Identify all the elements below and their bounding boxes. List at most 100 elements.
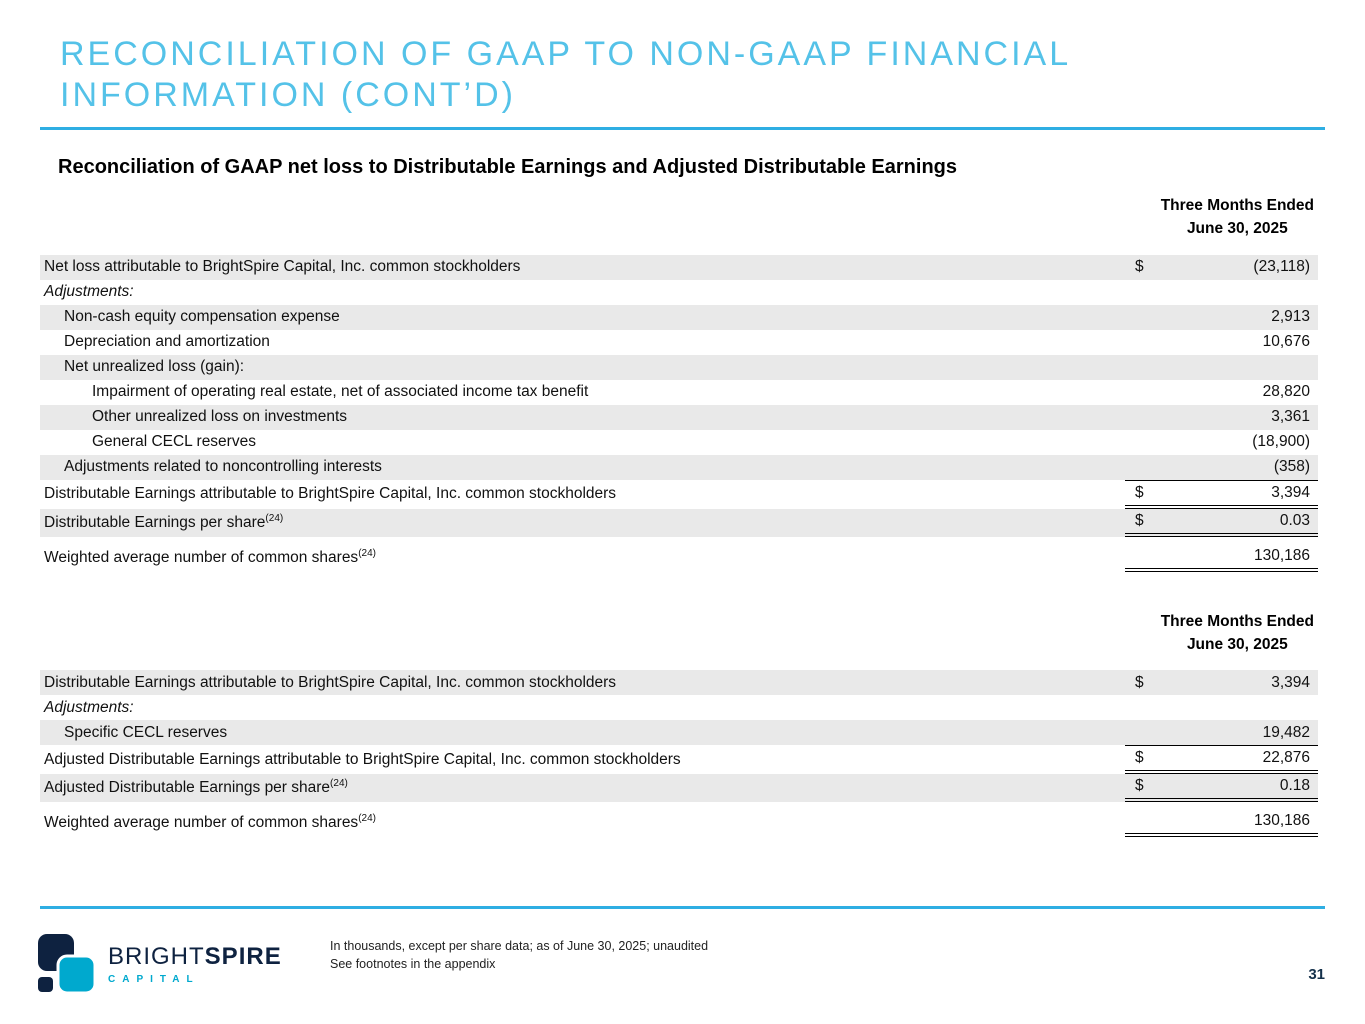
table-1-header: Three Months Ended June 30, 2025 (40, 194, 1318, 241)
row-value: 0.18 (1279, 777, 1310, 794)
row-label: Distributable Earnings per share(24) (44, 512, 284, 532)
row-value: 130,186 (1253, 812, 1310, 829)
slide-title: RECONCILIATION OF GAAP TO NON-GAAP FINAN… (60, 34, 1071, 117)
table-row: General CECL reserves (18,900) (40, 430, 1318, 455)
brightspire-logo-text: BRIGHTSPIRE CAPITAL (108, 945, 282, 986)
dollar-sign: $ (1135, 777, 1144, 794)
dollar-sign: $ (1135, 258, 1144, 275)
footnote-reference: (24) (358, 547, 376, 559)
row-label: Impairment of operating real estate, net… (92, 383, 589, 400)
row-amount: $3,394 (1125, 670, 1318, 695)
row-value: 3,394 (1271, 483, 1310, 501)
dollar-sign: $ (1135, 749, 1144, 766)
row-amount: $ (23,118) (1125, 255, 1318, 280)
table-row: Adjusted Distributable Earnings per shar… (40, 774, 1318, 802)
table-2-header: Three Months Ended June 30, 2025 (40, 610, 1318, 657)
table-row: Impairment of operating real estate, net… (40, 380, 1318, 405)
row-label: Depreciation and amortization (64, 333, 270, 350)
row-label: Adjusted Distributable Earnings per shar… (44, 778, 348, 797)
brand-capital: CAPITAL (108, 974, 200, 985)
footnote-reference: (24) (265, 512, 284, 524)
footnote-reference: (24) (358, 813, 376, 825)
table-2: Three Months Ended June 30, 2025 Distrib… (40, 610, 1318, 837)
table-row: Adjustments: (40, 695, 1318, 720)
row-amount: $0.03 (1125, 509, 1318, 537)
row-label: Adjustments related to noncontrolling in… (64, 458, 382, 475)
table-row: Weighted average number of common shares… (40, 809, 1318, 837)
slide-title-line-1: RECONCILIATION OF GAAP TO NON-GAAP FINAN… (60, 35, 1072, 73)
table-2-header-line-2: June 30, 2025 (1186, 635, 1288, 653)
row-amount: $3,394 (1125, 479, 1318, 509)
row-label: Weighted average number of common shares… (44, 547, 376, 567)
row-label: Adjustments: (44, 698, 134, 716)
table-row: Specific CECL reserves 19,482 (40, 720, 1318, 745)
row-value: (18,900) (1252, 433, 1310, 450)
table-row: Adjustments related to noncontrolling in… (40, 454, 1318, 480)
row-value: 3,394 (1271, 673, 1310, 691)
table-row: Weighted average number of common shares… (40, 544, 1318, 572)
row-label: Distributable Earnings attributable to B… (44, 673, 617, 691)
footnote-line-2: See footnotes in the appendix (330, 956, 496, 971)
row-value: 2,913 (1271, 308, 1310, 325)
row-label: Non-cash equity compensation expense (64, 308, 340, 325)
footnote-reference: (24) (330, 778, 348, 790)
row-amount: (18,900) (1125, 430, 1318, 455)
row-label: Distributable Earnings attributable to B… (44, 485, 617, 502)
row-label: Specific CECL reserves (64, 723, 228, 741)
tables-region: Three Months Ended June 30, 2025 Net los… (40, 194, 1318, 837)
row-value: 3,361 (1271, 408, 1310, 425)
row-value: 130,186 (1253, 546, 1310, 564)
dollar-sign: $ (1135, 483, 1144, 501)
table-1: Three Months Ended June 30, 2025 Net los… (40, 194, 1318, 572)
brightspire-logo: BRIGHTSPIRE CAPITAL (38, 934, 282, 996)
row-label: Adjustments: (44, 283, 134, 300)
table-row: Net loss attributable to BrightSpire Cap… (40, 254, 1318, 280)
row-value: 22,876 (1262, 749, 1310, 766)
row-amount: $0.18 (1125, 774, 1318, 802)
row-amount: $22,876 (1125, 745, 1318, 774)
row-amount: 3,361 (1125, 405, 1318, 430)
table-1-body: Net loss attributable to BrightSpire Cap… (40, 254, 1318, 572)
table-row: Other unrealized loss on investments 3,36… (40, 404, 1318, 430)
table-1-header-line-2: June 30, 2025 (1186, 220, 1288, 238)
row-amount: 10,676 (1125, 330, 1318, 355)
table-row: Depreciation and amortization 10,676 (40, 330, 1318, 355)
table-row: Distributable Earnings attributable to B… (40, 479, 1318, 509)
table-2-body: Distributable Earnings attributable to B… (40, 670, 1318, 837)
row-amount (1125, 695, 1318, 720)
dollar-sign: $ (1135, 511, 1144, 529)
page-number: 31 (1308, 966, 1325, 983)
table-row: Distributable Earnings per share(24) $0.0… (40, 508, 1318, 537)
table-row: Non-cash equity compensation expense 2,91… (40, 304, 1318, 330)
row-amount: (358) (1125, 455, 1318, 480)
row-amount: 19,482 (1125, 720, 1318, 745)
brightspire-logo-icon (38, 934, 96, 995)
row-label: Other unrealized loss on investments (92, 408, 348, 425)
table-row: Distributable Earnings attributable to B… (40, 670, 1318, 695)
footer-divider (40, 906, 1325, 909)
brand-spire: SPIRE (204, 943, 282, 970)
row-value: 10,676 (1262, 333, 1310, 350)
table-2-header-line-1: Three Months Ended (1160, 612, 1314, 630)
row-amount (1125, 280, 1318, 305)
table-row: Net unrealized loss (gain): (40, 354, 1318, 380)
row-amount: 2,913 (1125, 305, 1318, 330)
row-amount: 28,820 (1125, 380, 1318, 405)
row-label: Weighted average number of common shares… (44, 813, 376, 832)
table-caption: Reconciliation of GAAP net loss to Distr… (58, 156, 958, 178)
dollar-sign: $ (1135, 673, 1144, 691)
brand-bright: BRIGHT (108, 943, 205, 970)
row-label: General CECL reserves (92, 433, 256, 450)
row-value: (358) (1273, 458, 1310, 475)
table-1-period-header: Three Months Ended June 30, 2025 (1161, 194, 1318, 241)
row-value: 28,820 (1262, 383, 1310, 400)
row-amount: 130,186 (1125, 544, 1318, 572)
row-amount: 130,186 (1125, 809, 1318, 837)
slide-title-line-2: INFORMATION (CONT’D) (60, 76, 516, 115)
row-value: (23,118) (1253, 258, 1310, 275)
row-value: 0.03 (1279, 511, 1310, 529)
row-label: Net loss attributable to BrightSpire Cap… (44, 258, 521, 275)
brand-name: BRIGHTSPIRE (108, 945, 282, 969)
row-label: Net unrealized loss (gain): (64, 358, 245, 375)
